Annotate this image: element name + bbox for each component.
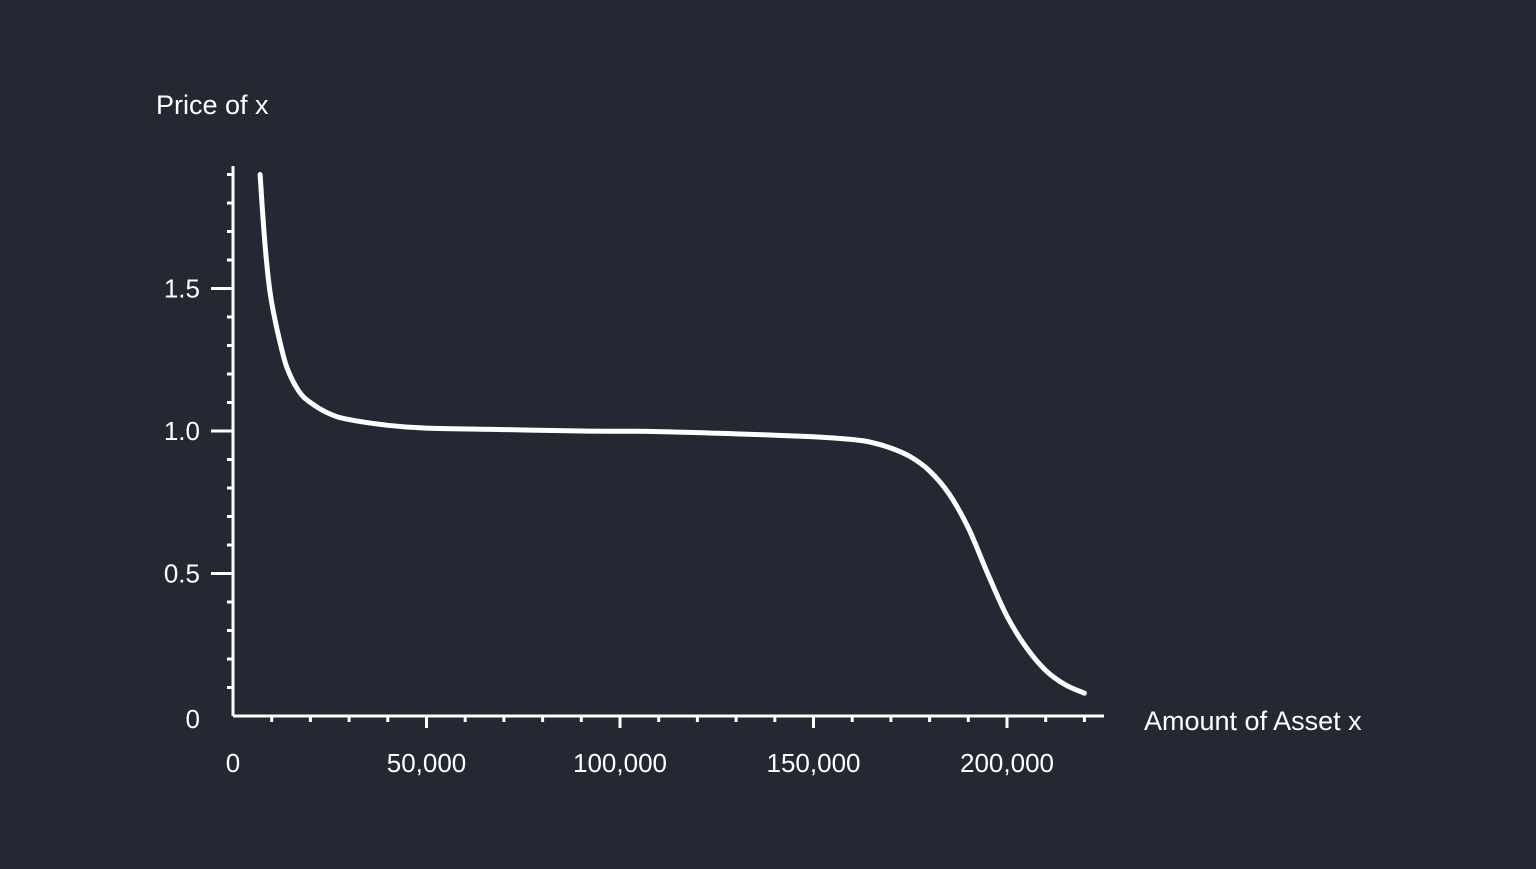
axes — [231, 166, 1104, 718]
series-line-price-curve — [257, 172, 1087, 696]
y-tick-label: 1.5 — [164, 274, 200, 304]
y-axis-label: Price of x — [156, 90, 269, 120]
y-tick-label: 0 — [186, 704, 200, 734]
x-axis-label: Amount of Asset x — [1144, 706, 1362, 736]
x-tick-label: 150,000 — [767, 748, 861, 778]
x-tick-label: 50,000 — [387, 748, 467, 778]
y-tick-label: 0.5 — [164, 559, 200, 589]
x-tick-label: 100,000 — [573, 748, 667, 778]
y-tick-label: 1.0 — [164, 416, 200, 446]
x-tick-label: 0 — [226, 748, 240, 778]
tick-labels: 0 50,000 100,000 150,000 200,000 0 0.5 1.0 1.5 — [164, 274, 1054, 779]
x-tick-label: 200,000 — [960, 748, 1054, 778]
ticks — [211, 173, 1086, 728]
